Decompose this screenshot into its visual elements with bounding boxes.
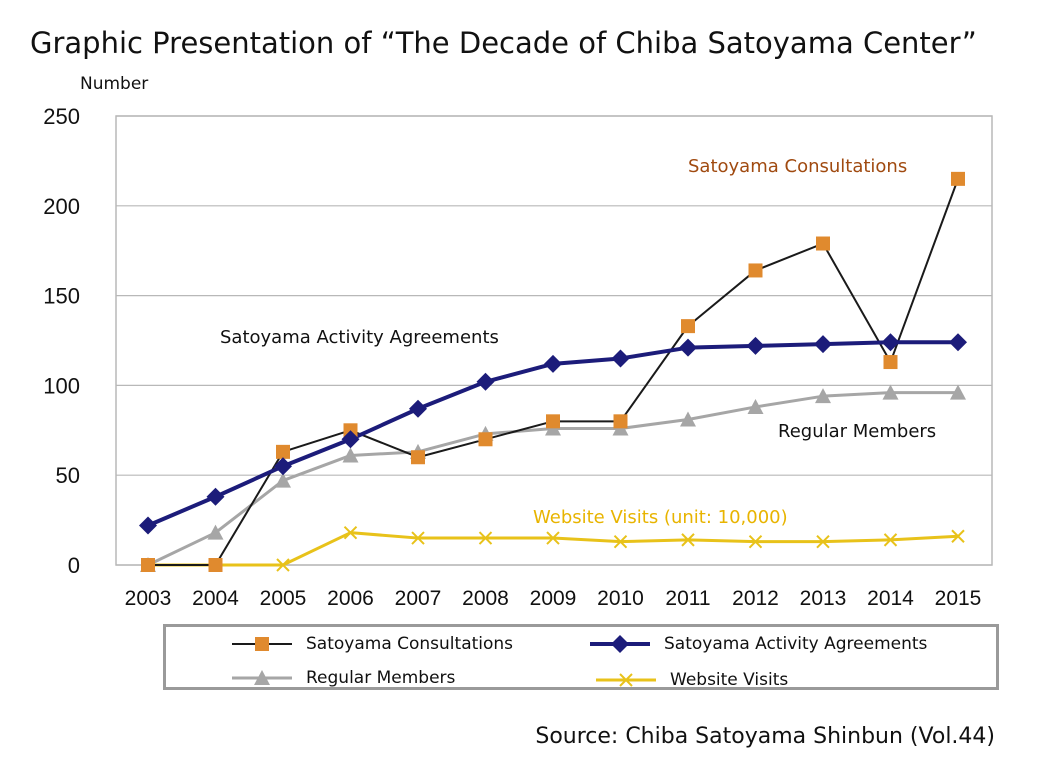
data-point-members [680, 411, 696, 427]
data-point-consultations [208, 558, 223, 572]
data-point-members [882, 384, 899, 400]
x-tick-label: 2015 [935, 587, 982, 610]
data-point-members [275, 472, 291, 488]
legend-square-marker-icon [232, 637, 292, 651]
data-point-consultations [681, 319, 695, 334]
legend-label: Regular Members [306, 668, 456, 688]
data-point-website [613, 534, 628, 549]
chart-title: Graphic Presentation of “The Decade of C… [30, 26, 977, 60]
x-tick-label: 2008 [462, 587, 509, 610]
legend-label: Satoyama Activity Agreements [664, 634, 928, 654]
data-point-members [815, 388, 831, 404]
data-point-agreements [679, 338, 697, 357]
data-point-website [816, 534, 830, 549]
line-chart: 0 50 100 150 200 250 2003 2004 2005 2006 2007 2008 2… [43, 104, 993, 610]
x-tick-label: 2012 [732, 587, 779, 610]
data-point-members [747, 398, 764, 414]
legend-item-website: Website Visits [592, 667, 788, 693]
data-point-agreements [139, 516, 157, 535]
y-tick-label: 150 [43, 284, 80, 309]
data-point-consultations [951, 171, 965, 186]
data-point-website [951, 529, 965, 543]
y-axis-label: Number [80, 74, 149, 94]
data-point-agreements [409, 399, 427, 418]
data-point-website [681, 533, 695, 547]
legend-diamond-marker-icon [590, 635, 650, 653]
y-tick-label: 50 [56, 463, 80, 488]
data-point-agreements [206, 487, 225, 506]
data-point-members [950, 384, 966, 400]
data-point-consultations [883, 355, 898, 370]
x-tick-label: 2004 [192, 587, 239, 610]
data-point-website [343, 525, 358, 540]
y-tick-label: 250 [43, 104, 80, 129]
data-point-website [276, 558, 290, 572]
legend-item-members: Regular Members [228, 665, 455, 691]
series-markers [139, 171, 967, 572]
legend-item-agreements: Satoyama Activity Agreements [586, 631, 927, 657]
legend-label: Website Visits [670, 670, 789, 690]
x-tick-label: 2005 [260, 587, 307, 610]
data-point-members [207, 524, 224, 540]
x-tick-label: 2014 [867, 587, 914, 610]
annotation-website: Website Visits (unit: 10,000) [533, 507, 788, 528]
source-caption: Source: Chiba Satoyama Shinbun (Vol.44) [535, 724, 995, 749]
x-tick-label: 2011 [665, 587, 710, 610]
data-point-consultations [816, 236, 830, 251]
data-point-agreements [476, 372, 495, 391]
data-point-website [478, 531, 493, 545]
data-point-consultations [613, 414, 628, 429]
data-point-agreements [611, 349, 630, 368]
annotation-members: Regular Members [778, 421, 936, 442]
x-tick-label: 2010 [597, 587, 644, 610]
data-point-consultations [478, 432, 493, 447]
data-point-agreements [881, 333, 900, 352]
legend-triangle-marker-icon [232, 670, 292, 685]
annotation-agreements: Satoyama Activity Agreements [220, 327, 499, 348]
data-point-website [546, 531, 560, 545]
annotation-consultations: Satoyama Consultations [688, 156, 907, 177]
y-tick-label: 0 [68, 553, 80, 578]
data-point-website [748, 534, 763, 549]
data-point-consultations [276, 444, 290, 459]
data-point-agreements [544, 354, 562, 373]
x-tick-label: 2003 [125, 587, 172, 610]
y-tick-label: 100 [43, 373, 80, 398]
data-point-members [342, 447, 359, 463]
data-point-website [411, 531, 425, 545]
legend-label: Satoyama Consultations [306, 634, 514, 654]
legend-x-marker-icon [596, 673, 656, 687]
data-point-consultations [411, 450, 425, 465]
x-tick-label: 2007 [395, 587, 442, 610]
data-point-agreements [814, 335, 832, 354]
data-point-consultations [141, 558, 155, 572]
y-tick-label: 200 [43, 194, 80, 219]
data-point-agreements [341, 430, 360, 449]
data-point-agreements [746, 336, 765, 355]
data-point-agreements [274, 457, 292, 476]
x-tick-label: 2006 [327, 587, 374, 610]
x-tick-label: 2013 [800, 587, 847, 610]
data-point-agreements [949, 333, 967, 352]
data-point-website [883, 533, 898, 547]
data-point-consultations [546, 414, 560, 429]
chart-legend: Satoyama Consultations Satoyama Activity… [163, 624, 999, 690]
legend-item-consultations: Satoyama Consultations [228, 631, 513, 657]
data-point-consultations [748, 263, 763, 278]
x-tick-label: 2009 [530, 587, 577, 610]
axis-ticks: 0 50 100 150 200 250 2003 2004 2005 2006 2007 2008 2… [43, 104, 981, 610]
